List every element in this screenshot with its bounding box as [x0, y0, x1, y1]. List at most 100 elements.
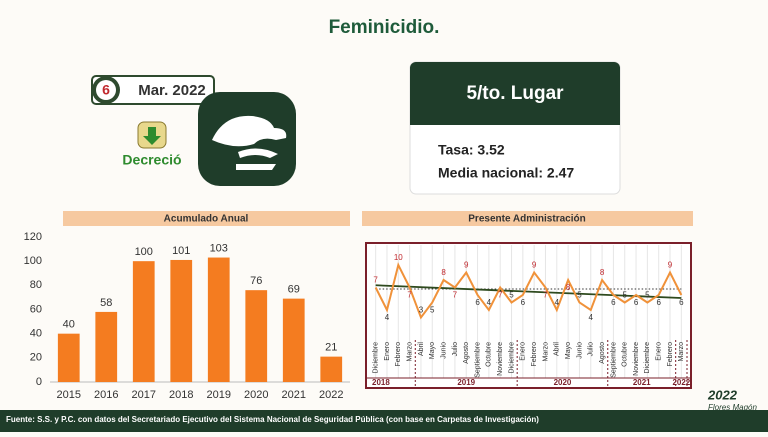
value-label: 5 — [577, 291, 582, 300]
x-tick-label: Agosto — [599, 342, 606, 364]
chart-title: Presente Administración — [468, 214, 585, 225]
value-label: 9 — [532, 261, 537, 270]
bar — [207, 257, 230, 382]
y-tick-label: 20 — [30, 352, 42, 364]
bar — [320, 356, 343, 382]
value-label: 8 — [600, 268, 605, 277]
x-tick-label: Abril — [554, 342, 561, 356]
x-tick-label: Diciembre — [373, 342, 380, 374]
value-label: 6 — [634, 298, 639, 307]
x-tick-label: 2018 — [169, 389, 193, 401]
value-label: 9 — [668, 261, 673, 270]
series-line — [374, 262, 683, 320]
ranking-place: 5/to. Lugar — [466, 83, 564, 104]
x-tick-label: 2015 — [57, 389, 81, 401]
x-tick-label: Julio — [452, 342, 459, 357]
x-tick-label: Enero — [520, 342, 527, 361]
x-tick-label: 2021 — [282, 389, 306, 401]
x-tick-label: Febrero — [667, 342, 674, 367]
y-tick-label: 100 — [24, 255, 42, 267]
bar — [245, 290, 268, 382]
value-label: 6 — [521, 298, 526, 307]
y-tick-label: 0 — [36, 376, 42, 388]
value-label: 7 — [373, 276, 378, 285]
chart-title: Acumulado Anual — [164, 214, 249, 225]
value-label: 8 — [441, 268, 446, 277]
value-label: 101 — [172, 245, 190, 257]
value-label: 4 — [589, 313, 594, 322]
date: Mar. 2022 — [138, 82, 206, 99]
year-label: 2019 — [457, 378, 475, 387]
bar — [282, 298, 305, 382]
y-tick-label: 120 — [24, 231, 42, 243]
x-tick-label: Febrero — [531, 342, 538, 367]
x-tick-label: 2017 — [132, 389, 156, 401]
value-label: 8 — [566, 283, 571, 292]
value-label: 100 — [135, 246, 153, 258]
value-label: 7 — [543, 291, 548, 300]
value-label: 6 — [656, 298, 661, 307]
x-tick-label: Abril — [418, 342, 425, 356]
x-tick-label: Mayo — [429, 342, 436, 359]
value-label: 76 — [250, 275, 262, 287]
footer-source: Fuente: S.S. y P.C. con datos del Secret… — [6, 415, 539, 424]
x-tick-label: Diciembre — [508, 342, 515, 374]
bar — [132, 261, 155, 382]
chart-header — [362, 211, 693, 226]
national-rate: Media nacional: 2.47 — [438, 165, 574, 181]
down-arrow — [143, 127, 161, 145]
chart-frame — [365, 242, 692, 389]
x-tick-label: Junio — [576, 342, 583, 359]
value-label: 6 — [475, 298, 480, 307]
footer-bar — [0, 410, 768, 432]
value-label: 7 — [453, 291, 458, 300]
x-tick-label: Octubre — [486, 342, 493, 367]
year-label: 2018 — [372, 378, 390, 387]
x-tick-label: Noviembre — [633, 342, 640, 376]
x-tick-label: Enero — [656, 342, 663, 361]
x-tick-label: Marzo — [406, 342, 413, 362]
x-tick-label: Marzo — [678, 342, 685, 362]
x-tick-label: Mayo — [565, 342, 572, 359]
logo-name: Flores Magón — [708, 403, 757, 412]
x-tick-label: Julio — [588, 342, 595, 357]
x-tick-label: Agosto — [463, 342, 470, 364]
value-label: 7 — [498, 291, 503, 300]
y-tick-label: 80 — [30, 279, 42, 291]
x-tick-label: Diciembre — [644, 342, 651, 374]
value-label: 6 — [611, 298, 616, 307]
y-tick-label: 40 — [30, 328, 42, 340]
rank: 6 — [102, 82, 110, 98]
bar — [170, 259, 193, 382]
icon-figure — [212, 115, 287, 170]
value-label: 3 — [419, 306, 424, 315]
value-label: 6 — [679, 298, 684, 307]
x-tick-label: 2020 — [244, 389, 268, 401]
x-tick-label: Septiembre — [474, 342, 481, 378]
value-label: 5 — [430, 306, 435, 315]
value-label: 103 — [210, 242, 228, 254]
value-label: 10 — [394, 253, 403, 262]
value-label: 4 — [487, 298, 492, 307]
value-label: 7 — [407, 291, 412, 300]
logo-year: 2022 — [707, 387, 738, 402]
rate: Tasa: 3.52 — [438, 142, 505, 158]
value-label: 21 — [325, 342, 337, 354]
value-label: 40 — [63, 319, 75, 331]
x-tick-label: Noviembre — [497, 342, 504, 376]
ranking-header — [410, 62, 620, 125]
year-label: 2021 — [633, 378, 651, 387]
x-tick-label: 2022 — [319, 389, 343, 401]
trend-line — [375, 284, 682, 299]
x-tick-label: 2016 — [94, 389, 118, 401]
value-label: 58 — [100, 297, 112, 309]
x-tick-label: Enero — [384, 342, 391, 361]
rank-inner — [96, 80, 116, 100]
x-tick-label: Septiembre — [610, 342, 617, 378]
value-label: 9 — [464, 261, 469, 270]
bar — [95, 311, 118, 382]
bar — [57, 333, 80, 382]
value-label: 5 — [623, 291, 628, 300]
x-tick-label: Junio — [440, 342, 447, 359]
